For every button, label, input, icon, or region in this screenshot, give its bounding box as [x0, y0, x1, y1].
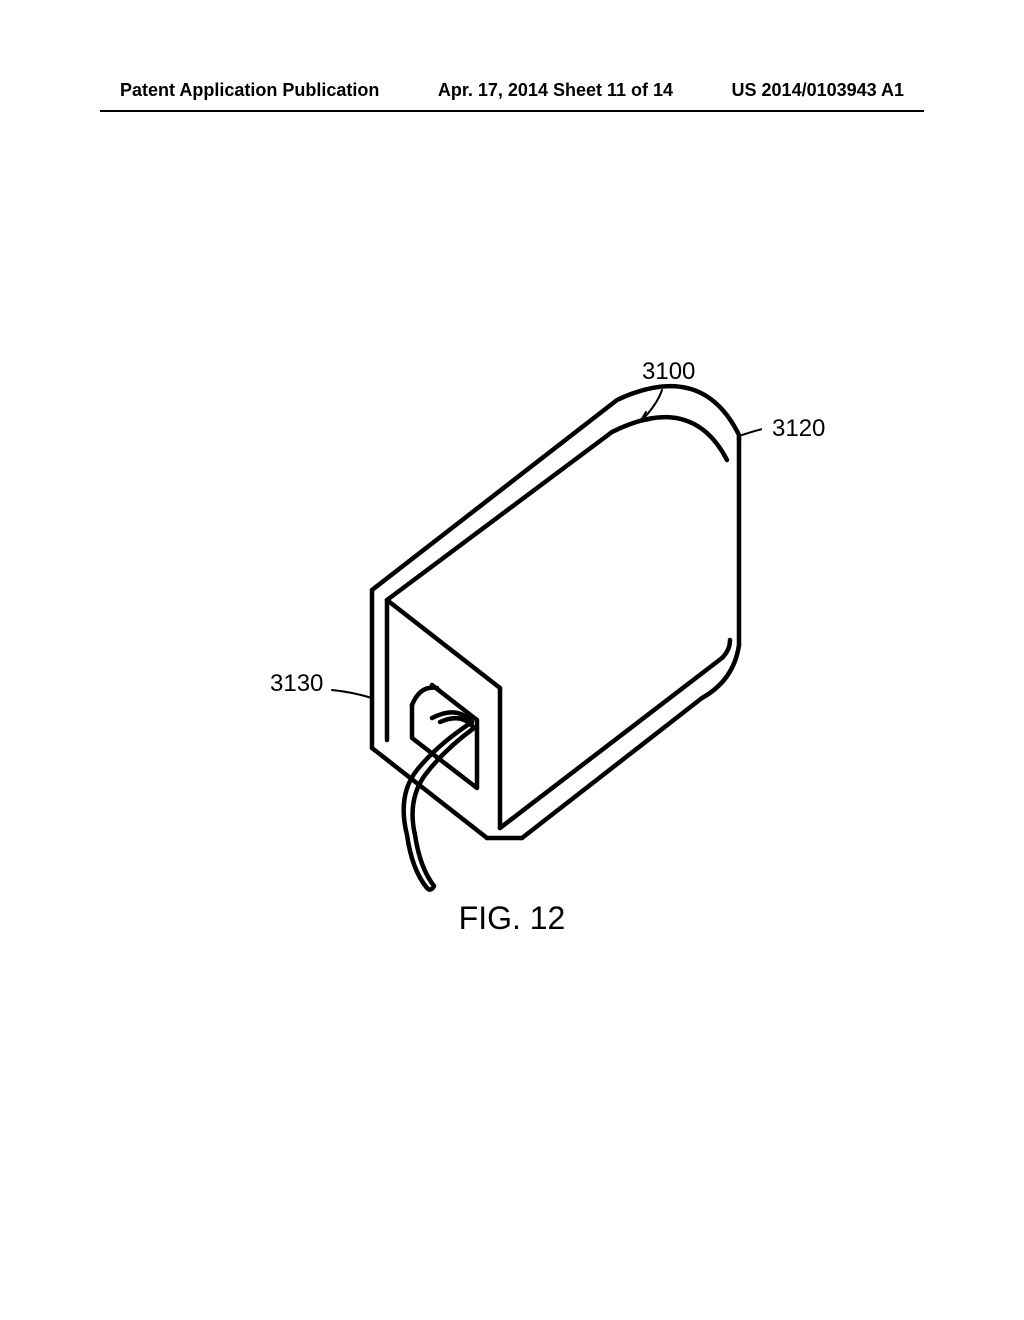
figure-12: 3100 3120 3130	[262, 350, 762, 900]
ref-3100: 3100	[642, 358, 695, 386]
figure-svg	[262, 350, 762, 900]
page: Patent Application Publication Apr. 17, …	[0, 0, 1024, 1320]
figure-caption: FIG. 12	[0, 900, 1024, 937]
header-rule	[100, 110, 924, 112]
ref-3130: 3130	[270, 670, 323, 698]
header-center: Apr. 17, 2014 Sheet 11 of 14	[438, 80, 673, 101]
header-right: US 2014/0103943 A1	[732, 80, 904, 101]
page-header: Patent Application Publication Apr. 17, …	[0, 80, 1024, 101]
header-left: Patent Application Publication	[120, 80, 379, 101]
ref-3120: 3120	[772, 415, 825, 443]
